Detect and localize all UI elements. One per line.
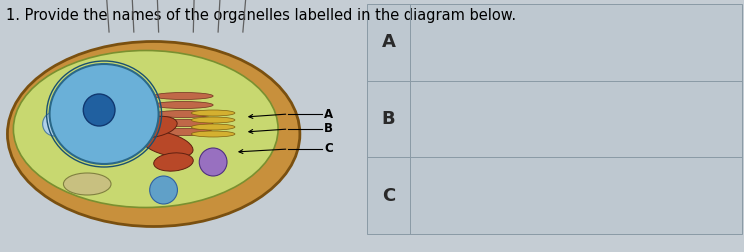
Ellipse shape [130, 116, 177, 138]
Text: C: C [324, 142, 333, 155]
Ellipse shape [154, 153, 193, 171]
Text: C: C [382, 187, 395, 205]
Ellipse shape [140, 131, 193, 157]
Ellipse shape [154, 110, 213, 117]
Circle shape [199, 148, 227, 176]
Ellipse shape [154, 119, 213, 127]
Ellipse shape [191, 110, 235, 116]
Ellipse shape [191, 117, 235, 123]
Text: B: B [324, 122, 333, 136]
Ellipse shape [191, 124, 235, 130]
Text: B: B [382, 110, 395, 128]
Ellipse shape [154, 92, 213, 100]
Ellipse shape [13, 50, 278, 207]
Circle shape [42, 112, 66, 136]
Circle shape [150, 176, 178, 204]
Ellipse shape [50, 64, 158, 164]
Ellipse shape [191, 131, 235, 137]
Text: 1. Provide the names of the organelles labelled in the diagram below.: 1. Provide the names of the organelles l… [6, 8, 516, 23]
Ellipse shape [154, 129, 213, 136]
Ellipse shape [63, 173, 111, 195]
Circle shape [83, 94, 115, 126]
Bar [367, 4, 742, 234]
Ellipse shape [7, 42, 300, 227]
Ellipse shape [154, 102, 213, 109]
Text: A: A [324, 108, 333, 120]
Text: A: A [382, 33, 395, 51]
